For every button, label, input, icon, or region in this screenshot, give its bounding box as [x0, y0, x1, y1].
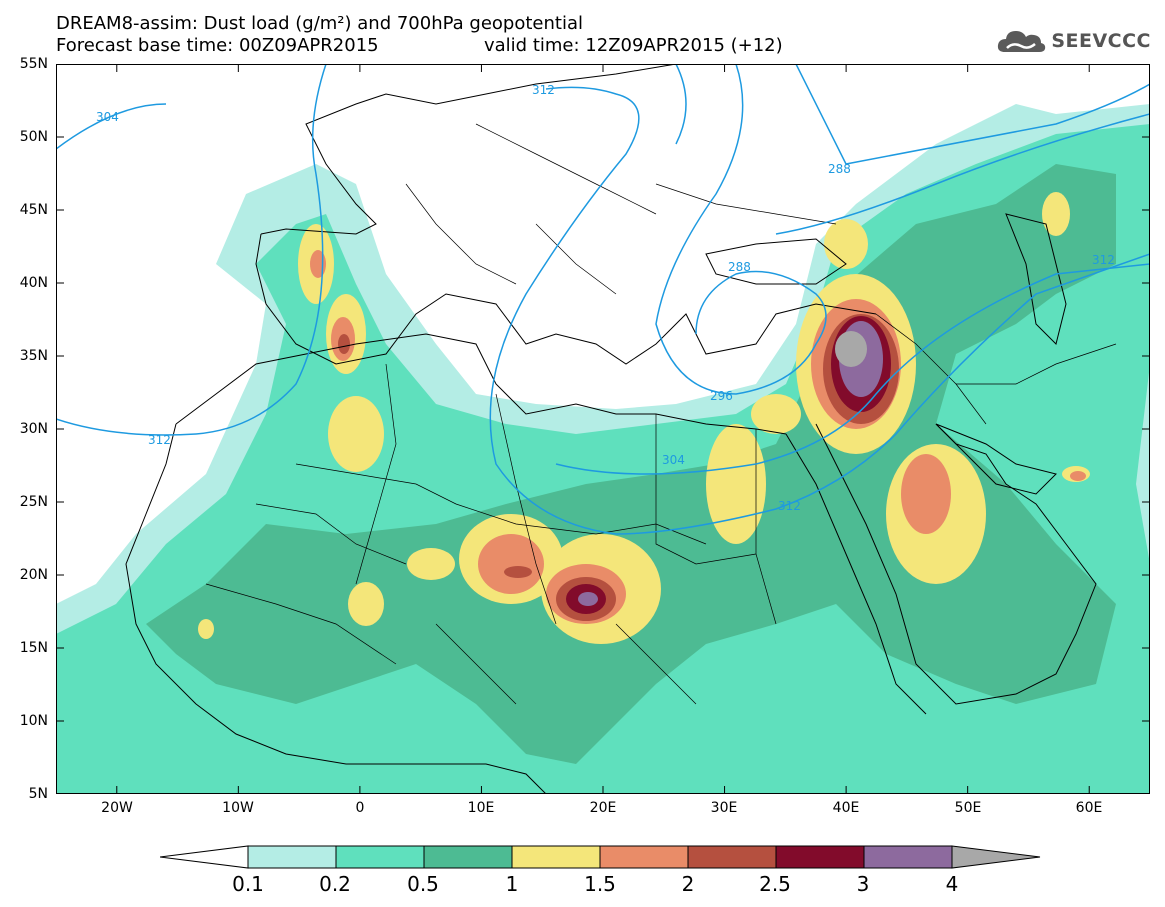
- lat-label: 45N: [19, 202, 48, 218]
- contour-label: 312: [1092, 253, 1115, 267]
- contour-label: 312: [778, 499, 801, 513]
- contour-label: 312: [148, 433, 171, 447]
- lat-label: 30N: [19, 421, 48, 437]
- contour-labels: 304 312 288 288 296 304 312 312 312: [96, 83, 1115, 513]
- colorbar-label: 2.5: [759, 872, 791, 896]
- colorbar-segment: [951, 845, 1041, 869]
- colorbar-label: 4: [945, 872, 959, 896]
- lat-label: 10N: [19, 713, 48, 729]
- lat-label: 25N: [19, 494, 48, 510]
- lon-label: 60E: [1075, 800, 1103, 816]
- dust-load-map: 304 312 288 288 296 304 312 312 312: [56, 64, 1150, 794]
- cloud-icon: [998, 31, 1046, 52]
- contour-label: 304: [96, 110, 119, 124]
- colorbar: [160, 845, 1041, 869]
- colorbar-label: 0.5: [407, 872, 439, 896]
- lat-label: 15N: [19, 640, 48, 656]
- lon-label: 20E: [589, 800, 617, 816]
- colorbar-segment: [687, 845, 777, 869]
- contour-label: 312: [532, 83, 555, 97]
- colorbar-segment: [335, 845, 425, 869]
- map-title: DREAM8-assim: Dust load (g/m²) and 700hP…: [56, 13, 583, 34]
- contour-label: 288: [728, 260, 751, 274]
- colorbar-segment: [247, 845, 337, 869]
- colorbar-segment: [863, 845, 953, 869]
- lon-label: 10E: [467, 800, 495, 816]
- colorbar-label: 3: [856, 872, 870, 896]
- lon-label: 0: [355, 800, 365, 816]
- coastline-layer: [125, 64, 1117, 794]
- contour-label: 304: [662, 453, 685, 467]
- lat-label: 20N: [19, 567, 48, 583]
- lat-label: 5N: [28, 786, 48, 802]
- logo-text: SEEVCCC: [1051, 30, 1151, 52]
- colorbar-segment: [775, 845, 865, 869]
- colorbar-label: 0.2: [319, 872, 351, 896]
- colorbar-label: 0.1: [232, 872, 264, 896]
- colorbar-segment: [599, 845, 689, 869]
- lon-label: 40E: [832, 800, 860, 816]
- colorbar-label: 1.5: [584, 872, 616, 896]
- forecast-base-time: Forecast base time: 00Z09APR2015: [56, 35, 379, 56]
- lon-label: 50E: [954, 800, 982, 816]
- contour-label: 288: [828, 162, 851, 176]
- colorbar-label: 1: [505, 872, 519, 896]
- contour-label: 296: [710, 389, 733, 403]
- colorbar-label: 2: [681, 872, 695, 896]
- lat-label: 55N: [19, 56, 48, 72]
- lon-label: 20W: [101, 800, 133, 816]
- colorbar-segment: [511, 845, 601, 869]
- lat-label: 50N: [19, 129, 48, 145]
- colorbar-segment: [160, 845, 249, 869]
- lat-label: 40N: [19, 275, 48, 291]
- valid-time: valid time: 12Z09APR2015 (+12): [484, 35, 783, 56]
- lon-label: 30E: [710, 800, 738, 816]
- lon-label: 10W: [222, 800, 254, 816]
- geopotential-contours: [56, 64, 1150, 535]
- colorbar-segment: [423, 845, 513, 869]
- lat-label: 35N: [19, 348, 48, 364]
- seevccc-logo: SEEVCCC: [995, 26, 1151, 56]
